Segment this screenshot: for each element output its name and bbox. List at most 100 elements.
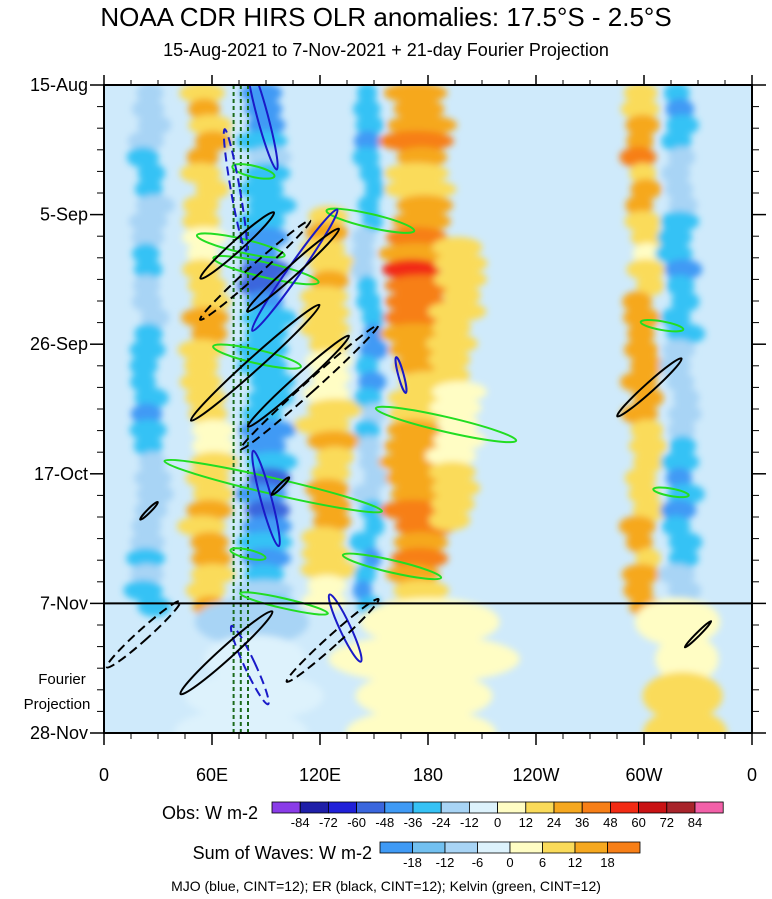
colorbar-level-label: -12 [460, 815, 479, 830]
anomaly-cell [135, 194, 175, 216]
anomaly-cell [235, 580, 294, 601]
y-tick-label: 15-Aug [30, 75, 88, 95]
anomaly-cell [625, 194, 654, 216]
anomaly-cell [357, 194, 380, 216]
anomaly-cell [301, 591, 347, 612]
anomaly-cell [622, 307, 661, 329]
y-tick-label: 7-Nov [40, 593, 88, 613]
anomaly-cell [349, 531, 376, 553]
anomaly-cell [665, 467, 693, 489]
anomaly-cell [128, 210, 168, 232]
anomaly-cell [353, 130, 381, 152]
anomaly-cell [668, 531, 703, 553]
anomaly-cell [433, 268, 488, 290]
anomaly-cell [430, 493, 475, 515]
colorbar-level-label: -48 [375, 815, 394, 830]
colorbar-swatch [412, 801, 442, 814]
colorbar-swatch [444, 841, 478, 854]
anomaly-cell [666, 275, 695, 297]
anomaly-cell [137, 114, 172, 136]
er-contour [199, 219, 312, 321]
anomaly-cell [351, 227, 376, 248]
anomaly-cell [392, 210, 451, 232]
anomaly-cell [354, 419, 381, 441]
anomaly-cell [427, 301, 487, 322]
anomaly-cell [240, 227, 289, 248]
anomaly-cell [384, 291, 445, 313]
mjo-contour [222, 128, 248, 252]
anomaly-cell [191, 547, 232, 569]
anomaly-cell [307, 398, 364, 420]
obs-colorbar: -84 -72 -60 -48 -36 -24 -12 0 12 24 36 48 60 72 84 [271, 801, 724, 830]
anomaly-cell [386, 114, 458, 136]
anomaly-cell [655, 634, 719, 684]
kelvin-contour [212, 255, 320, 286]
colorbar-swatch [607, 841, 641, 854]
kelvin-contour [212, 343, 302, 370]
anomaly-cell [656, 227, 693, 248]
anomaly-cell [632, 499, 669, 521]
x-tick-label: 0 [99, 765, 109, 785]
anomaly-cell [643, 708, 728, 733]
mjo-contour [251, 449, 281, 548]
anomaly-cell [666, 114, 700, 136]
anomaly-cell [356, 291, 382, 313]
anomaly-cell [179, 371, 222, 393]
anomaly-cell [664, 259, 703, 280]
anomaly-cell [173, 708, 308, 733]
anomaly-cell [187, 275, 227, 297]
colorbar-level-label: 6 [539, 855, 546, 870]
anomaly-cell [191, 323, 228, 345]
colorbar-swatch [574, 841, 608, 854]
anomaly-cell [345, 708, 497, 733]
anomaly-cell [632, 387, 664, 409]
anomaly-cell [308, 254, 364, 276]
anomaly-cell [301, 526, 346, 548]
anomaly-cell [355, 114, 384, 136]
anomaly-cell [190, 563, 236, 585]
anomaly-cell [385, 467, 441, 489]
colorbar-swatch [666, 801, 696, 814]
anomaly-cell [624, 467, 657, 489]
anomaly-cell [300, 559, 359, 580]
anomaly-cell [352, 580, 373, 601]
er-contour [179, 610, 274, 696]
anomaly-cell [630, 227, 666, 248]
anomaly-cell [328, 634, 520, 684]
projection-label-line2: Projection [24, 696, 91, 713]
anomaly-cell [186, 243, 219, 264]
anomaly-cell [626, 259, 666, 280]
anomaly-cell [623, 339, 659, 361]
mjo-contour [327, 593, 363, 663]
anomaly-cell [661, 515, 691, 537]
anomaly-cell [315, 446, 355, 468]
colorbar-swatch [525, 801, 555, 814]
kelvin-contour [229, 547, 267, 561]
anomaly-cell [619, 146, 657, 168]
er-contour [245, 227, 341, 313]
colorbar-swatch [379, 841, 413, 854]
anomaly-cell [642, 671, 723, 721]
y-tick-label: 28-Nov [30, 723, 88, 743]
chart-subtitle: 15-Aug-2021 to 7-Nov-2021 + 21-day Fouri… [163, 40, 609, 60]
anomaly-cell [623, 580, 654, 601]
anomaly-cell [311, 462, 351, 484]
anomaly-cell [136, 85, 164, 104]
kelvin-contour [239, 591, 329, 616]
anomaly-cell [293, 414, 350, 436]
kelvin-contour [231, 163, 276, 180]
anomaly-cell [137, 162, 166, 184]
anomaly-cell [192, 483, 235, 505]
anomaly-cell [238, 178, 284, 200]
colorbar-level-label: 84 [688, 815, 702, 830]
anomaly-cell [351, 483, 381, 505]
anomaly-cell [396, 146, 448, 168]
anomaly-cell [131, 98, 165, 120]
anomaly-cell [186, 499, 233, 521]
colorbar-swatch [638, 801, 668, 814]
anomaly-cell [131, 227, 165, 248]
anomaly-cell [245, 499, 291, 521]
colorbar-swatch [384, 801, 414, 814]
kelvin-contour [341, 552, 443, 581]
